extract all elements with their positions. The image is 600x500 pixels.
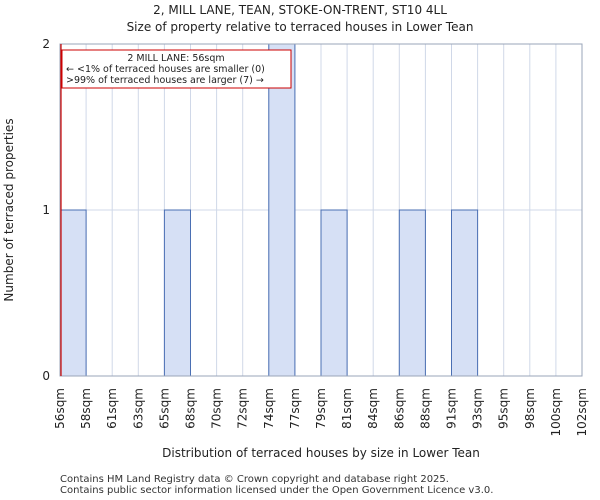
x-tick-label: 91sqm xyxy=(445,388,459,429)
annotation-line2: ← <1% of terraced houses are smaller (0) xyxy=(66,64,265,75)
bars xyxy=(59,43,479,377)
x-tick-label: 93sqm xyxy=(471,388,485,429)
x-tick-label: 88sqm xyxy=(418,388,432,429)
bar xyxy=(320,209,348,377)
x-tick-label: 70sqm xyxy=(210,388,224,429)
x-tick-label: 58sqm xyxy=(79,388,93,429)
x-tick-label: 77sqm xyxy=(288,388,302,429)
x-axis: 56sqm 58sqm 61sqm 63sqm 65sqm 68sqm 70sqm 72sqm… xyxy=(53,388,589,436)
annotation-line3: >99% of terraced houses are larger (7) → xyxy=(66,75,264,86)
x-tick-label: 63sqm xyxy=(131,388,145,429)
y-axis: 0 1 2 xyxy=(42,37,50,383)
chart-title-line2: Size of property relative to terraced ho… xyxy=(127,20,474,34)
x-tick-label: 56sqm xyxy=(53,388,67,429)
x-tick-label: 74sqm xyxy=(262,388,276,429)
x-tick-label: 86sqm xyxy=(392,388,406,429)
plot-frame xyxy=(59,43,583,377)
bar xyxy=(163,209,191,377)
y-tick-label: 1 xyxy=(42,203,50,217)
annotation-line1: 2 MILL LANE: 56sqm xyxy=(127,53,224,64)
x-tick-label: 72sqm xyxy=(236,388,250,429)
bar xyxy=(451,209,479,377)
y-axis-label: Number of terraced properties xyxy=(2,118,16,301)
y-tick-label: 0 xyxy=(42,369,50,383)
x-tick-label: 95sqm xyxy=(497,388,511,429)
x-axis-label: Distribution of terraced houses by size … xyxy=(162,446,480,460)
x-tick-label: 79sqm xyxy=(314,388,328,429)
bar xyxy=(268,43,296,377)
chart-title-line1: 2, MILL LANE, TEAN, STOKE-ON-TRENT, ST10… xyxy=(153,3,447,17)
x-tick-label: 68sqm xyxy=(184,388,198,429)
x-tick-label: 65sqm xyxy=(157,388,171,429)
bar xyxy=(398,209,426,377)
x-tick-label: 100sqm xyxy=(549,388,563,436)
y-tick-label: 2 xyxy=(42,37,50,51)
x-tick-label: 81sqm xyxy=(340,388,354,429)
bar xyxy=(59,209,87,377)
x-tick-label: 61sqm xyxy=(105,388,119,429)
footer-line2: Contains public sector information licen… xyxy=(60,485,494,496)
annotation-box: 2 MILL LANE: 56sqm ← <1% of terraced hou… xyxy=(61,49,292,89)
footer-line1: Contains HM Land Registry data © Crown c… xyxy=(60,474,449,485)
x-tick-label: 84sqm xyxy=(366,388,380,429)
x-tick-label: 98sqm xyxy=(523,388,537,429)
x-tick-label: 102sqm xyxy=(575,388,589,436)
